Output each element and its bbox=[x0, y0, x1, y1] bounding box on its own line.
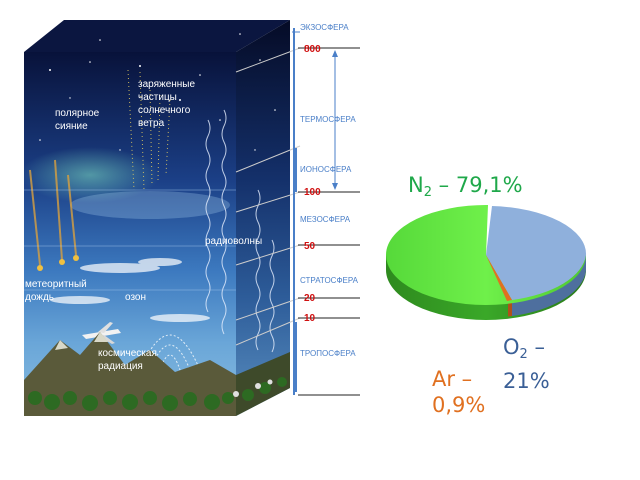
n2-label: N2 – 79,1% bbox=[408, 172, 523, 206]
cosmic-radiation-label-2: радиация bbox=[98, 361, 143, 372]
meteor-shower-label-2: дождь bbox=[25, 292, 54, 303]
pointer-lines bbox=[235, 47, 301, 346]
altitude-10: 10 bbox=[304, 313, 316, 324]
layer-troposphere: ТРОПОСФЕРА bbox=[300, 349, 356, 358]
layer-mesosphere: МЕЗОСФЕРА bbox=[300, 215, 351, 224]
o2-subscript: 2 bbox=[519, 347, 528, 362]
charged-particles-label-2: частицы bbox=[138, 92, 177, 103]
altitude-100: 100 bbox=[304, 187, 321, 198]
n2-subscript: 2 bbox=[423, 185, 432, 200]
layer-thermosphere: ТЕРМОСФЕРА bbox=[300, 115, 356, 124]
n2-value: – 79,1% bbox=[432, 173, 523, 197]
o2-value: 21% bbox=[503, 369, 550, 393]
meteor-shower-label-1: метеоритный bbox=[25, 279, 87, 290]
antennas bbox=[233, 379, 273, 397]
inner-labels: заряженные частицы солнечного ветра поля… bbox=[25, 79, 262, 372]
layer-exosphere: ЭКЗОСФЕРА bbox=[300, 23, 349, 32]
altitude-50: 50 bbox=[304, 241, 316, 252]
ozone-label: озон bbox=[125, 292, 146, 303]
layer-stratosphere: СТРАТОСФЕРА bbox=[300, 276, 359, 285]
altitude-800: 800 bbox=[304, 44, 321, 55]
n2-symbol: N bbox=[408, 173, 424, 197]
ar-symbol: Ar – bbox=[432, 367, 473, 391]
clouds bbox=[50, 258, 210, 322]
stars bbox=[39, 33, 276, 151]
charged-particles-label-1: заряженные bbox=[138, 79, 195, 90]
pie-slice-o2 bbox=[486, 206, 587, 300]
trees bbox=[28, 377, 287, 411]
box-top-face bbox=[24, 20, 290, 52]
charged-particles-label-4: ветра bbox=[138, 118, 165, 129]
ar-value: 0,9% bbox=[432, 393, 486, 417]
ar-label: Ar – 0,9% bbox=[432, 366, 485, 418]
meteor-heads bbox=[37, 255, 79, 271]
layer-labels: ЭКЗОСФЕРА ТЕРМОСФЕРА ИОНОСФЕРА МЕЗОСФЕРА… bbox=[300, 23, 359, 358]
o2-dash: – bbox=[527, 335, 545, 359]
composition-pie bbox=[385, 204, 587, 320]
o2-symbol: O bbox=[503, 335, 520, 359]
pie-slice-ar bbox=[486, 255, 512, 301]
pie-side-ar bbox=[508, 300, 512, 317]
meteor-trails bbox=[29, 159, 77, 266]
altitude-labels: 800 100 50 20 10 bbox=[304, 44, 321, 324]
altitude-scale bbox=[292, 28, 360, 396]
radio-waves bbox=[205, 109, 275, 353]
charged-particles-label-3: солнечного bbox=[138, 105, 191, 116]
aurora-glow-2 bbox=[70, 191, 230, 219]
layer-lines-front bbox=[24, 189, 236, 291]
solar-wind-particles bbox=[127, 69, 171, 191]
altitude-20: 20 bbox=[304, 293, 316, 304]
layer-ionosphere: ИОНОСФЕРА bbox=[300, 165, 352, 174]
aurora-label-1: полярное bbox=[55, 108, 100, 119]
radio-waves-label: радиоволны bbox=[205, 236, 262, 247]
pie-side-o2 bbox=[512, 255, 586, 316]
cosmic-radiation-label-1: космическая bbox=[98, 348, 157, 359]
box-side-face bbox=[236, 20, 290, 416]
o2-label: O2 – 21% bbox=[503, 334, 550, 394]
aurora-label-2: сияние bbox=[55, 121, 88, 132]
